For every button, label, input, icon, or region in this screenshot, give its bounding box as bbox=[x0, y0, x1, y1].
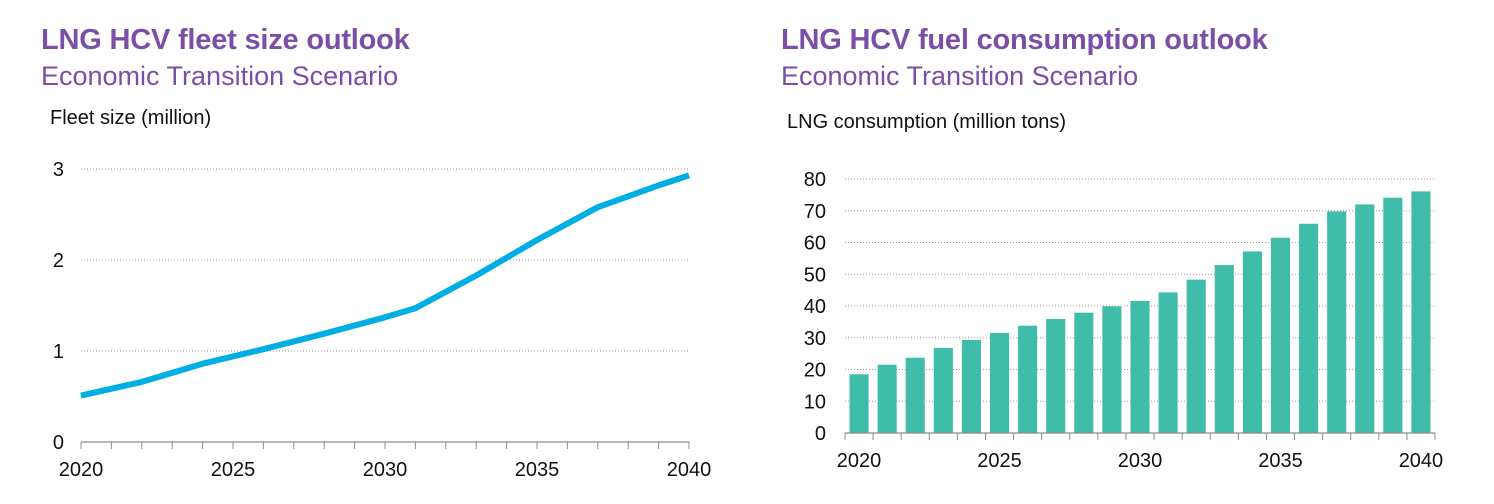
x-tick-label: 2035 bbox=[515, 459, 560, 481]
fleet-size-line bbox=[80, 172, 690, 399]
x-tick-label: 2020 bbox=[837, 450, 882, 472]
x-tick-label: 2035 bbox=[1258, 450, 1303, 472]
bar bbox=[933, 347, 953, 433]
y-tick-label: 40 bbox=[804, 296, 826, 318]
bar bbox=[1327, 211, 1347, 433]
chart-title: LNG HCV fuel consumption outlook bbox=[781, 24, 1268, 56]
bar bbox=[905, 357, 925, 433]
bar bbox=[1102, 306, 1122, 433]
chart-subtitle: Economic Transition Scenario bbox=[781, 61, 1139, 91]
bar bbox=[1411, 191, 1431, 433]
bar bbox=[1046, 319, 1066, 433]
y-tick-label: 0 bbox=[815, 423, 826, 445]
y-tick-label: 70 bbox=[804, 201, 826, 223]
bar bbox=[1074, 312, 1094, 433]
x-tick-label: 2025 bbox=[977, 450, 1022, 472]
line-chart: 0 1 2 3 2020 2025 2030 2035 2040 bbox=[53, 159, 712, 481]
bar bbox=[849, 374, 869, 433]
y-tick-label: 1 bbox=[53, 341, 64, 363]
x-tick-label: 2025 bbox=[211, 459, 256, 481]
y-tick-label: 60 bbox=[804, 233, 826, 255]
y-axis-label: LNG consumption (million tons) bbox=[787, 111, 1066, 133]
x-tick-label: 2020 bbox=[59, 459, 104, 481]
y-tick-label: 0 bbox=[53, 432, 64, 454]
y-tick-label: 3 bbox=[53, 159, 64, 181]
x-tick-label: 2040 bbox=[1399, 450, 1444, 472]
y-tick-label: 50 bbox=[804, 264, 826, 286]
y-tick-label: 10 bbox=[804, 391, 826, 413]
bar bbox=[1355, 204, 1375, 433]
fuel-consumption-panel: LNG HCV fuel consumption outlook Economi… bbox=[745, 0, 1494, 504]
bar bbox=[1242, 251, 1262, 433]
y-tick-label: 20 bbox=[804, 360, 826, 382]
bar bbox=[1270, 237, 1291, 433]
bar bbox=[1299, 223, 1319, 433]
bar bbox=[1383, 197, 1403, 433]
y-tick-label: 2 bbox=[53, 250, 64, 272]
chart-subtitle: Economic Transition Scenario bbox=[41, 61, 399, 91]
y-axis-label: Fleet size (million) bbox=[50, 107, 212, 129]
bar bbox=[1130, 300, 1150, 433]
x-tick-label: 2040 bbox=[667, 459, 712, 481]
bar bbox=[961, 339, 981, 433]
y-tick-label: 30 bbox=[804, 328, 826, 350]
chart-title: LNG HCV fleet size outlook bbox=[41, 24, 410, 56]
bar bbox=[1018, 325, 1038, 433]
bar bbox=[1186, 279, 1206, 433]
fleet-size-panel: LNG HCV fleet size outlook Economic Tran… bbox=[0, 0, 740, 504]
bar bbox=[1158, 292, 1178, 433]
x-tick-label: 2030 bbox=[363, 459, 408, 481]
bar bbox=[877, 364, 897, 433]
y-tick-label: 80 bbox=[804, 169, 826, 191]
bar bbox=[1214, 265, 1234, 433]
x-tick-label: 2030 bbox=[1118, 450, 1163, 472]
bar bbox=[989, 332, 1010, 433]
